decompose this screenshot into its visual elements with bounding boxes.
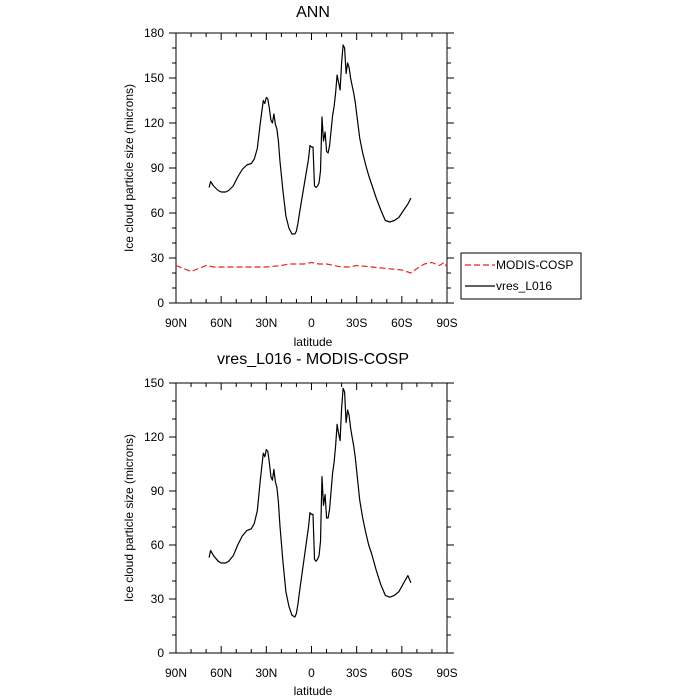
x-tick-label: 30S <box>346 316 367 330</box>
x-tick-label: 30N <box>255 666 277 680</box>
y-tick-label: 30 <box>151 592 165 606</box>
x-tick-label: 30S <box>346 666 367 680</box>
x-tick-label: 90S <box>436 666 457 680</box>
y-tick-label: 120 <box>144 430 164 444</box>
y-ticks: 0 30 60 90 120 150 <box>144 376 454 660</box>
plot-frame <box>175 382 448 654</box>
series-group <box>175 44 448 274</box>
y-tick-label: 30 <box>151 251 165 265</box>
x-ticks: 90N 60N 30N 0 30S 60S 90S <box>165 33 458 330</box>
legend-frame <box>460 252 582 300</box>
y-tick-label: 0 <box>157 646 164 660</box>
legend-label-vres: vres_L016 <box>496 279 552 293</box>
y-ticks: 0 30 60 90 120 150 180 <box>144 26 454 310</box>
legend-label-modis: MODIS-COSP <box>496 258 573 272</box>
y-axis-label: Ice cloud particle size (microns) <box>122 84 136 252</box>
series-line-modis-cosp <box>175 261 448 274</box>
x-tick-label: 0 <box>308 666 315 680</box>
x-tick-label: 30N <box>255 316 277 330</box>
x-axis-label: latitude <box>294 684 333 698</box>
series-line-vres-l016-modis-cosp <box>208 387 412 618</box>
x-tick-label: 60S <box>391 666 412 680</box>
y-tick-label: 180 <box>144 26 164 40</box>
bottom-chart: vres_L016 - MODIS-COSP 90N 60N 30N 0 30S 60S 9… <box>122 351 458 698</box>
x-tick-label: 90S <box>436 316 457 330</box>
y-tick-label: 150 <box>144 376 164 390</box>
series-group <box>208 387 412 618</box>
x-tick-label: 60N <box>210 316 232 330</box>
y-tick-label: 0 <box>157 296 164 310</box>
y-tick-label: 60 <box>151 538 165 552</box>
y-tick-label: 90 <box>151 484 165 498</box>
chart-title: vres_L016 - MODIS-COSP <box>217 351 409 368</box>
y-tick-label: 120 <box>144 116 164 130</box>
chart-title: ANN <box>296 4 330 21</box>
x-tick-label: 0 <box>308 316 315 330</box>
y-tick-label: 60 <box>151 206 165 220</box>
x-tick-label: 60N <box>210 666 232 680</box>
series-line-vres-l016 <box>208 44 412 235</box>
x-ticks: 90N 60N 30N 0 30S 60S 90S <box>165 383 458 680</box>
top-chart: ANN 90N 60N 30N 0 30S 60S 90S 0 30 60 90 120 150 180… <box>122 4 582 349</box>
legend: MODIS-COSP vres_L016 <box>460 252 582 300</box>
x-axis-label: latitude <box>294 335 333 349</box>
x-tick-label: 60S <box>391 316 412 330</box>
x-tick-label: 90N <box>165 316 187 330</box>
x-tick-label: 90N <box>165 666 187 680</box>
y-tick-label: 150 <box>144 71 164 85</box>
y-tick-label: 90 <box>151 161 165 175</box>
y-axis-label: Ice cloud particle size (microns) <box>122 434 136 602</box>
